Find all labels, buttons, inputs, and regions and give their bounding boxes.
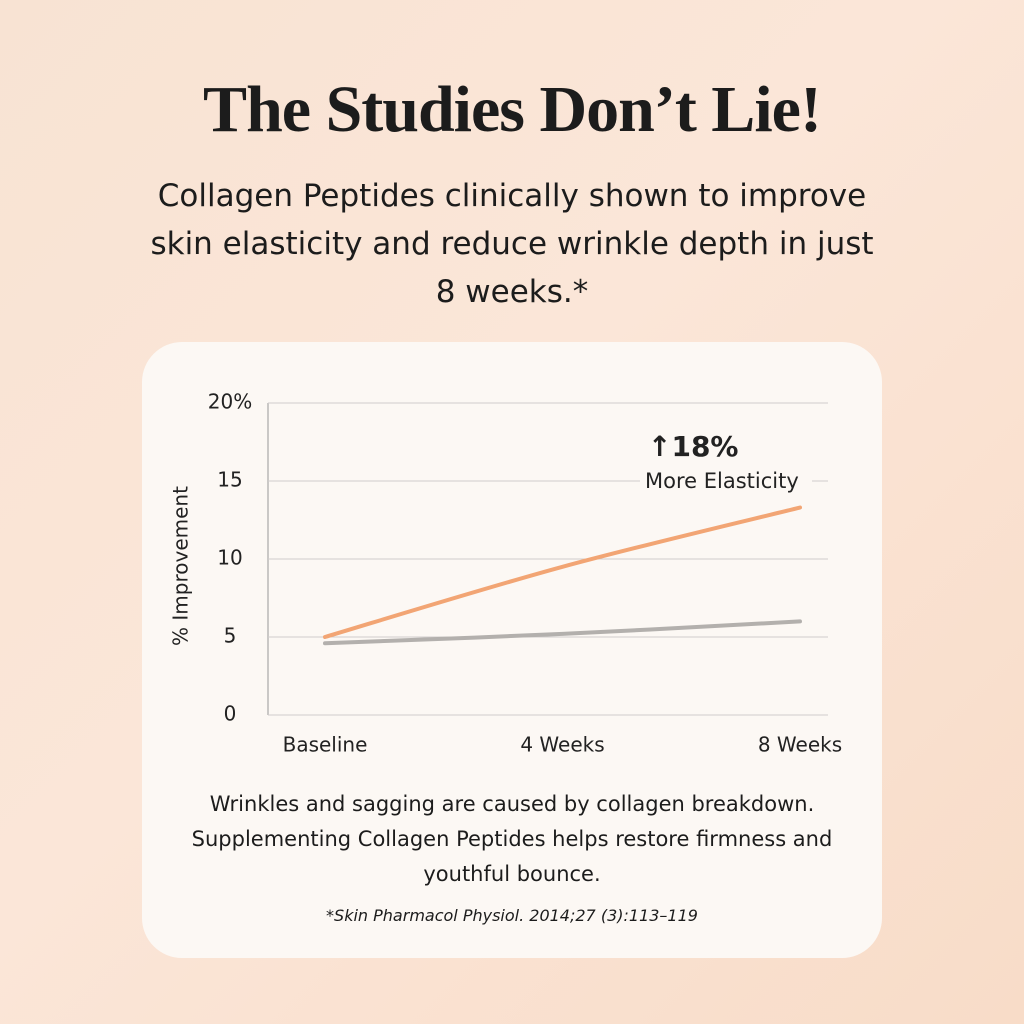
y-tick-label: 0 xyxy=(224,702,237,726)
data-line xyxy=(323,619,802,646)
footnote: *Skin Pharmacol Physiol. 2014;27 (3):113… xyxy=(326,906,698,925)
annotation-value: ↑18% xyxy=(648,430,738,463)
annotation-bg xyxy=(640,466,812,496)
x-tick-label: 4 Weeks xyxy=(520,733,604,757)
caption: Wrinkles and sagging are caused by colla… xyxy=(191,792,833,886)
y-tick-label: 20% xyxy=(208,390,252,414)
y-tick-label: 5 xyxy=(224,624,237,648)
x-tick-label: Baseline xyxy=(283,733,368,757)
annotation-label: More Elasticity xyxy=(645,469,799,493)
y-axis-label: % Improvement xyxy=(169,486,193,646)
y-tick-label: 15 xyxy=(217,468,242,492)
y-tick-label: 10 xyxy=(217,546,242,570)
data-line xyxy=(323,505,802,639)
x-tick-label: 8 Weeks xyxy=(758,733,842,757)
card xyxy=(142,342,882,958)
heading: The Studies Don’t Lie! xyxy=(203,73,822,146)
subtitle: Collagen Peptides clinically shown to im… xyxy=(150,178,874,310)
